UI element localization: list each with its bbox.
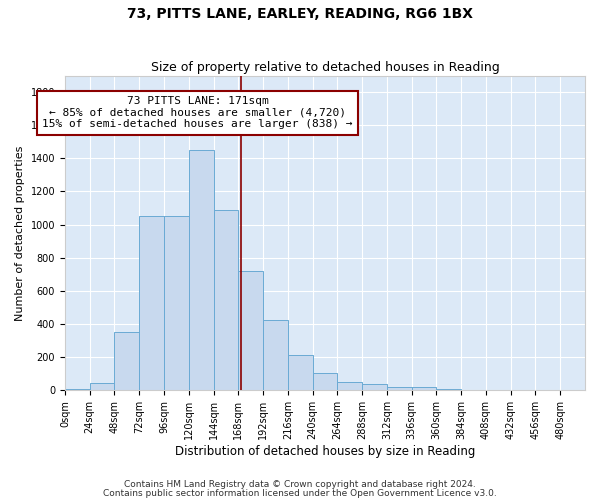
Bar: [238, 271, 263, 390]
Text: Contains HM Land Registry data © Crown copyright and database right 2024.: Contains HM Land Registry data © Crown c…: [124, 480, 476, 489]
Text: 73, PITTS LANE, EARLEY, READING, RG6 1BX: 73, PITTS LANE, EARLEY, READING, RG6 1BX: [127, 8, 473, 22]
Bar: [89, 384, 115, 390]
Bar: [139, 216, 164, 390]
Bar: [337, 382, 362, 390]
Bar: [362, 384, 387, 390]
Y-axis label: Number of detached properties: Number of detached properties: [15, 145, 25, 320]
Bar: [412, 388, 436, 390]
Title: Size of property relative to detached houses in Reading: Size of property relative to detached ho…: [151, 62, 499, 74]
Bar: [313, 374, 337, 390]
Bar: [387, 386, 412, 390]
Bar: [288, 355, 313, 390]
Bar: [189, 150, 214, 390]
Bar: [65, 389, 89, 390]
Bar: [263, 320, 288, 390]
Bar: [115, 332, 139, 390]
Text: 73 PITTS LANE: 171sqm
← 85% of detached houses are smaller (4,720)
15% of semi-d: 73 PITTS LANE: 171sqm ← 85% of detached …: [42, 96, 353, 130]
Text: Contains public sector information licensed under the Open Government Licence v3: Contains public sector information licen…: [103, 488, 497, 498]
Bar: [164, 216, 189, 390]
Bar: [214, 210, 238, 390]
Bar: [436, 389, 461, 390]
X-axis label: Distribution of detached houses by size in Reading: Distribution of detached houses by size …: [175, 444, 475, 458]
